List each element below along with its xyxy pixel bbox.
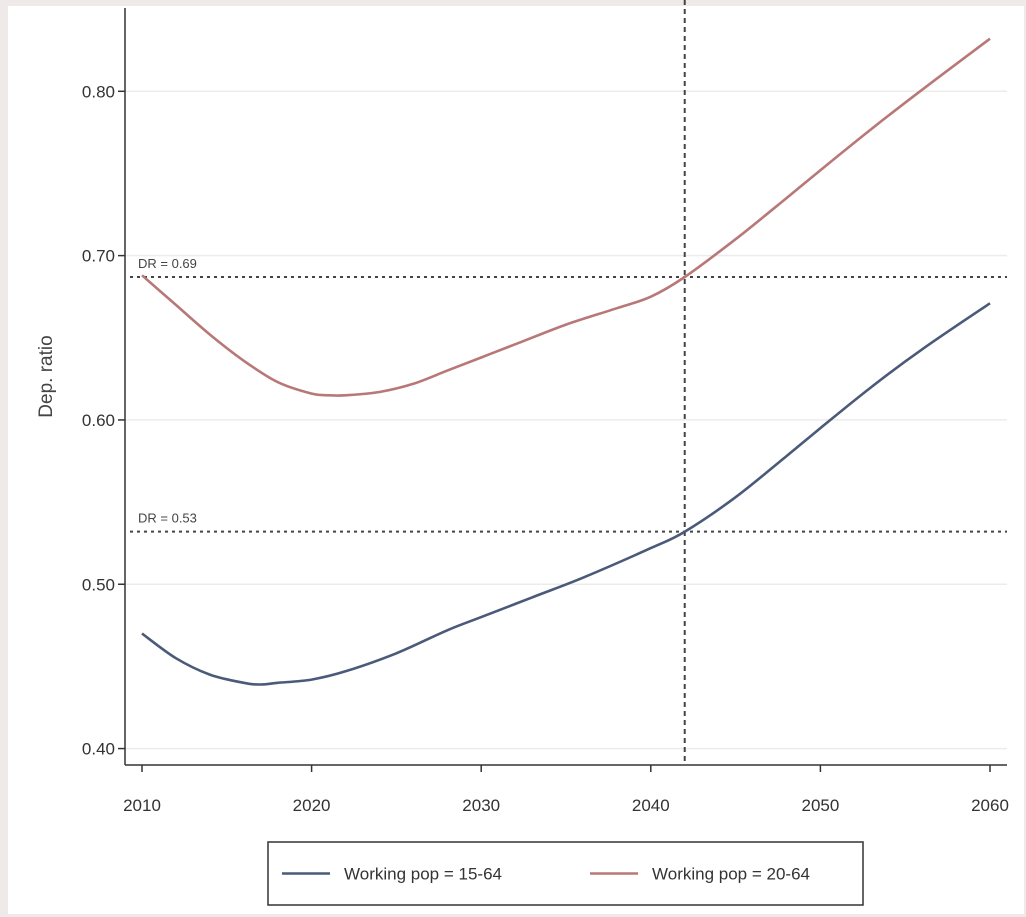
x-tick-label: 2010 (123, 796, 161, 815)
x-tick-label: 2040 (632, 796, 670, 815)
y-tick-label: 0.70 (82, 247, 115, 266)
chart-panel (8, 6, 1024, 914)
y-tick-label: 0.40 (82, 740, 115, 759)
x-tick-label: 2020 (293, 796, 331, 815)
legend-box (267, 841, 864, 906)
series-line-15-64 (141, 302, 991, 686)
series-line-20-64 (141, 37, 991, 397)
x-tick-label: 2050 (801, 796, 839, 815)
y-tick-label: 0.80 (82, 82, 115, 101)
y-tick-label: 0.60 (82, 411, 115, 430)
reference-line-label: DR = 0.69 (138, 256, 197, 271)
x-tick-label: 2060 (971, 796, 1009, 815)
legend-label: Working pop = 15-64 (344, 865, 502, 884)
y-axis-title: Dep. ratio (36, 335, 57, 417)
y-tick-label: 0.50 (82, 575, 115, 594)
x-tick-label: 2030 (462, 796, 500, 815)
legend-label: Working pop = 20-64 (652, 865, 810, 884)
reference-line-label: DR = 0.53 (138, 511, 197, 526)
